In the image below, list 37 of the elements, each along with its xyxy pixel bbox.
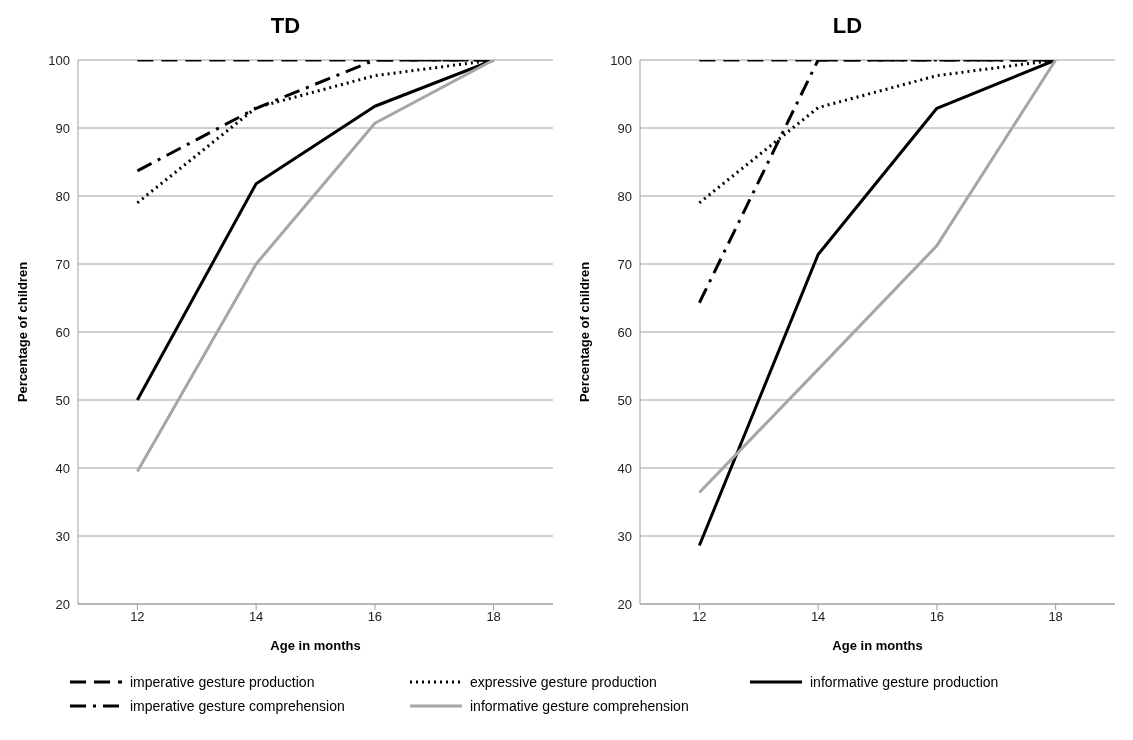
y-tick-label: 70 <box>617 256 632 272</box>
x-tick-label: 16 <box>929 609 945 625</box>
legend-label: informative gesture production <box>810 674 999 690</box>
y-tick-label: 50 <box>617 392 632 408</box>
y-tick-label: 90 <box>617 120 632 136</box>
y-tick-label: 80 <box>617 188 632 204</box>
x-tick-label: 18 <box>1048 609 1063 625</box>
y-tick-label: 50 <box>55 392 70 408</box>
y-tick-label: 30 <box>617 528 632 544</box>
y-tick-label: 40 <box>55 460 70 476</box>
y-axis-title: Percentage of children <box>14 261 30 403</box>
y-tick-label: 40 <box>617 460 632 476</box>
y-tick-label: 100 <box>48 52 70 68</box>
legend-label: expressive gesture production <box>470 674 657 690</box>
y-tick-label: 30 <box>55 528 70 544</box>
y-tick-label: 20 <box>55 596 70 612</box>
chart-title: TD <box>269 12 302 40</box>
x-axis-title: Age in months <box>270 638 361 653</box>
y-tick-label: 20 <box>617 596 632 612</box>
y-tick-label: 60 <box>55 324 70 340</box>
y-tick-label: 80 <box>55 188 70 204</box>
y-tick-label: 60 <box>617 324 632 340</box>
chart-title: LD <box>831 12 864 40</box>
y-axis-title: Percentage of children <box>576 261 592 403</box>
y-tick-label: 70 <box>55 256 70 272</box>
y-tick-label: 90 <box>55 120 70 136</box>
legend-label: informative gesture comprehension <box>470 698 689 714</box>
y-tick-label: 100 <box>610 52 632 68</box>
legend-label: imperative gesture comprehension <box>130 698 345 714</box>
x-tick-label: 14 <box>248 609 264 625</box>
x-axis-title: Age in months <box>832 638 923 653</box>
x-tick-label: 12 <box>692 609 707 625</box>
x-tick-label: 16 <box>367 609 383 625</box>
legend-label: imperative gesture production <box>130 674 315 690</box>
x-tick-label: 14 <box>810 609 826 625</box>
x-tick-label: 12 <box>130 609 145 625</box>
x-tick-label: 18 <box>486 609 501 625</box>
